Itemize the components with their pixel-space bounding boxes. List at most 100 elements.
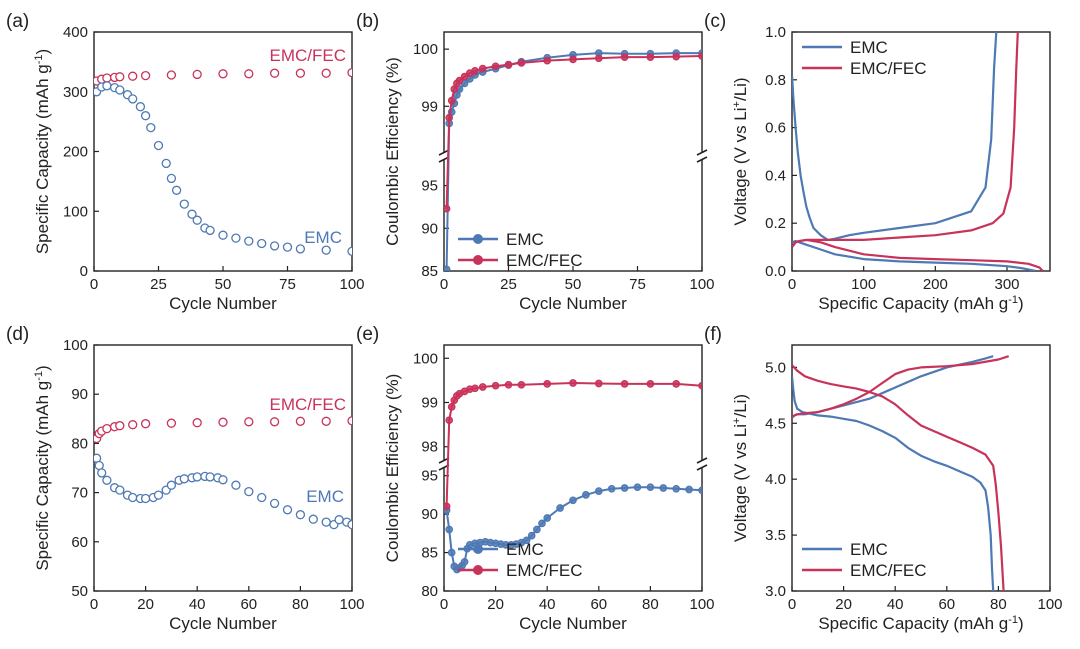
x-tick-label: 100: [339, 276, 364, 293]
series-emc: [94, 81, 352, 256]
x-tick-label: 300: [994, 276, 1019, 293]
y-axis-label: Voltage (V vs Li+/Li): [731, 394, 750, 542]
data-point: [538, 519, 546, 528]
legend-item-fec: EMC/FEC: [458, 561, 583, 580]
data-point: [244, 417, 254, 427]
legend-item-fec: EMC/FEC: [802, 59, 927, 78]
series-line-emc: [445, 52, 702, 270]
data-point: [471, 67, 479, 75]
data-point: [527, 531, 536, 540]
x-tick-label: 80: [292, 596, 309, 613]
data-point: [218, 69, 228, 79]
x-axis-label-sup: -1: [1008, 614, 1018, 626]
data-point: [218, 475, 228, 485]
legend-marker: [473, 255, 483, 265]
data-point: [582, 491, 590, 499]
y-tick-label: 0: [80, 263, 88, 280]
x-tick-label: 80: [642, 596, 659, 613]
data-point: [522, 536, 531, 545]
data-point: [672, 52, 681, 61]
panel-a: (a) 0 25 50 75 100 0 100 200 300 400 Cycle Number Sp…: [6, 11, 365, 313]
data-point: [321, 416, 331, 426]
y-axis-label-sup: +: [731, 101, 743, 107]
y-axis-label: Specific Capacity (mAh g-1): [33, 49, 52, 254]
y-tick-label: 0.4: [765, 167, 786, 184]
series-line-emc: [792, 240, 1036, 271]
y-tick-label: 90: [421, 220, 438, 237]
x-axis-label-main: Specific Capacity (mAh g: [818, 614, 1008, 633]
x-tick-label: 100: [339, 596, 364, 613]
data-point: [491, 381, 500, 390]
series-fec: [444, 379, 702, 511]
data-point: [504, 380, 513, 389]
plot-frame: [93, 344, 353, 592]
x-tick-label: 0: [90, 276, 98, 293]
data-point: [140, 493, 151, 504]
y-tick-label: 95: [421, 468, 438, 485]
x-tick-label: 75: [629, 276, 646, 293]
data-point: [444, 265, 451, 271]
data-point: [444, 502, 451, 511]
series-emc: [792, 355, 995, 591]
y-tick-label: 3.5: [765, 527, 786, 544]
data-point: [543, 380, 552, 388]
legend-label: EMC/FEC: [850, 561, 927, 580]
series-fec: [94, 416, 352, 444]
y-tick-label: 4.0: [765, 471, 786, 488]
data-point: [594, 54, 603, 63]
data-point: [471, 384, 479, 393]
series-fec: [792, 355, 1010, 591]
series-line-fec: [445, 55, 702, 209]
legend-label: EMC: [850, 540, 888, 559]
data-point: [569, 379, 577, 387]
x-tick-label: 100: [689, 596, 714, 613]
data-point: [192, 472, 202, 482]
x-tick-label: 40: [539, 596, 556, 613]
legend-item-emc: EMC: [458, 540, 544, 559]
y-axis-label: Voltage (V vs Li+/Li): [731, 77, 750, 225]
data-point: [140, 419, 151, 429]
y-tick-label: 90: [71, 386, 88, 403]
plot-frame: [791, 31, 1051, 272]
plot-area: [94, 416, 352, 530]
series-line-fec: [792, 238, 1044, 271]
x-tick-label: 50: [565, 276, 582, 293]
data-point: [504, 60, 513, 69]
legend-item-emc: EMC: [802, 540, 888, 559]
data-point: [347, 416, 352, 426]
y-tick-label: 60: [71, 534, 88, 551]
legend-item-fec: EMC/FEC: [458, 251, 583, 270]
data-point: [347, 246, 352, 256]
y-axis-label-tail: ): [33, 49, 52, 55]
x-axis-label-tail: ): [1018, 614, 1024, 633]
data-point: [187, 209, 197, 219]
y-axis-label-main: Specific Capacity (mAh g: [33, 64, 52, 254]
panel-f: (f) 0 20 40 60 80 100 3.0 3.5 4.0 4.5 5.0 Specific C…: [704, 324, 1063, 633]
y-tick-label: 50: [71, 583, 88, 600]
data-point: [269, 68, 280, 78]
plot-area: [444, 379, 702, 574]
data-point: [244, 69, 254, 79]
x-axis-label-tail: ): [1018, 294, 1024, 313]
axis-break-mark: [696, 149, 708, 156]
data-point: [218, 417, 228, 427]
data-point: [672, 484, 681, 493]
data-point: [295, 510, 306, 520]
data-point: [447, 548, 456, 557]
x-tick-label: 40: [189, 596, 206, 613]
data-point: [478, 64, 487, 73]
y-axis-label: Coulombic Efficiency (%): [383, 57, 402, 246]
data-point: [140, 111, 151, 121]
y-tick-label: 200: [63, 144, 88, 161]
data-point: [444, 204, 451, 213]
y-tick-label: 100: [63, 203, 88, 220]
annotation-fec: EMC/FEC: [270, 46, 347, 65]
x-tick-label: 50: [215, 276, 232, 293]
annotation-fec: EMC/FEC: [270, 395, 347, 414]
x-tick-label: 20: [835, 596, 852, 613]
data-point: [244, 236, 254, 246]
y-tick-label: 0.6: [765, 120, 786, 137]
x-tick-label: 20: [487, 596, 504, 613]
x-tick-label: 60: [240, 596, 257, 613]
data-point: [282, 505, 293, 515]
